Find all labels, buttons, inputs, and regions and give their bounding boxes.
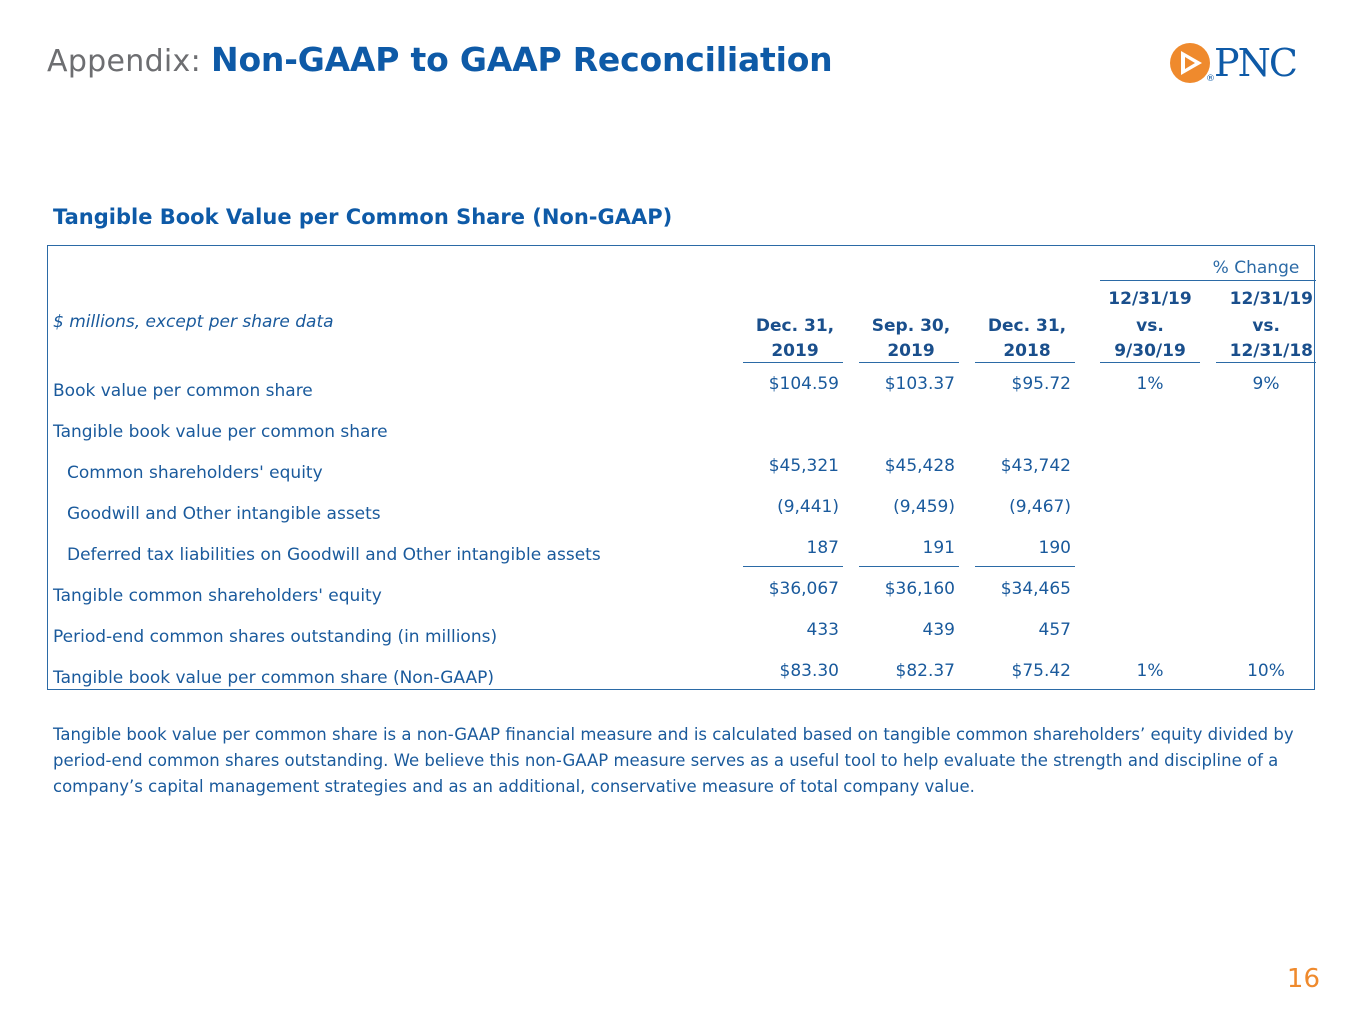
- row-value: 9%: [1252, 374, 1280, 394]
- col-header-pct2-line2: 12/31/18: [1229, 341, 1313, 361]
- subtotal-rule-col1: [743, 566, 843, 567]
- row-value: $45,321: [768, 456, 839, 476]
- subtotal-rule-col2: [859, 566, 959, 567]
- row-value: 187: [806, 538, 839, 558]
- row-value: 457: [1038, 620, 1071, 640]
- units-label: $ millions, except per share data: [53, 312, 334, 332]
- col-header-pct1-line0: 12/31/19: [1108, 289, 1192, 309]
- page-title: Non-GAAP to GAAP Reconciliation: [211, 40, 833, 79]
- row-label: Tangible common shareholders' equity: [53, 586, 382, 606]
- row-label: Period-end common shares outstanding (in…: [53, 627, 498, 647]
- row-value: $103.37: [884, 374, 955, 394]
- logo-registered-mark: ®: [1206, 74, 1215, 84]
- row-value: $95.72: [1011, 374, 1071, 394]
- row-label: Book value per common share: [53, 381, 313, 401]
- reconciliation-table: % Change $ millions, except per share da…: [47, 245, 1316, 690]
- row-value: (9,459): [893, 497, 955, 517]
- row-value: $36,067: [768, 579, 839, 599]
- pct-change-label: % Change: [1212, 258, 1300, 278]
- logo-text: PNC: [1214, 41, 1298, 85]
- row-value: 1%: [1136, 661, 1164, 681]
- row-value: $82.37: [895, 661, 955, 681]
- row-value: 1%: [1136, 374, 1164, 394]
- header-rule-col1: [743, 362, 843, 363]
- row-value: (9,441): [777, 497, 839, 517]
- col-header-sep2019-line2: 2019: [887, 341, 935, 361]
- row-label: Common shareholders' equity: [67, 463, 323, 483]
- header-rule-col5: [1216, 362, 1316, 363]
- pnc-logo: PNC ®: [1168, 40, 1328, 88]
- row-value: $36,160: [884, 579, 955, 599]
- row-label: Tangible book value per common share: [53, 422, 388, 442]
- col-header-pct1-line2: 9/30/19: [1114, 341, 1186, 361]
- col-header-dec2019-line1: Dec. 31,: [755, 316, 835, 336]
- col-header-pct2-line1: vs.: [1252, 316, 1280, 336]
- row-value: $34,465: [1000, 579, 1071, 599]
- row-label: Goodwill and Other intangible assets: [67, 504, 381, 524]
- header-rule-col2: [859, 362, 959, 363]
- row-value: 439: [922, 620, 955, 640]
- row-label: Tangible book value per common share (No…: [53, 668, 495, 688]
- row-label: Deferred tax liabilities on Goodwill and…: [67, 545, 601, 565]
- page-number: 16: [1286, 964, 1320, 994]
- col-header-pct2-line0: 12/31/19: [1229, 289, 1313, 309]
- row-value: $43,742: [1000, 456, 1071, 476]
- row-value: $45,428: [884, 456, 955, 476]
- footnote: Tangible book value per common share is …: [53, 725, 1294, 796]
- header-prefix: Appendix:: [47, 44, 202, 79]
- row-value: $104.59: [768, 374, 839, 394]
- section-title: Tangible Book Value per Common Share (No…: [53, 205, 673, 229]
- col-header-dec2019-line2: 2019: [771, 341, 819, 361]
- header-rule-col3: [975, 362, 1075, 363]
- row-value: $83.30: [779, 661, 839, 681]
- row-value: 190: [1038, 538, 1071, 558]
- col-header-dec2018-line1: Dec. 31,: [987, 316, 1067, 336]
- row-value: (9,467): [1009, 497, 1071, 517]
- row-value: 433: [806, 620, 839, 640]
- row-value: 10%: [1247, 661, 1285, 681]
- row-value: 191: [922, 538, 955, 558]
- pct-change-rule: [1100, 280, 1316, 281]
- page-header: Appendix: Non-GAAP to GAAP Reconciliation: [47, 40, 833, 90]
- pnc-triangle-icon: [1170, 43, 1210, 83]
- header-rule-col4: [1100, 362, 1200, 363]
- col-header-dec2018-line2: 2018: [1003, 341, 1051, 361]
- col-header-pct1-line1: vs.: [1136, 316, 1164, 336]
- col-header-sep2019-line1: Sep. 30,: [871, 316, 951, 336]
- row-value: $75.42: [1011, 661, 1071, 681]
- subtotal-rule-col3: [975, 566, 1075, 567]
